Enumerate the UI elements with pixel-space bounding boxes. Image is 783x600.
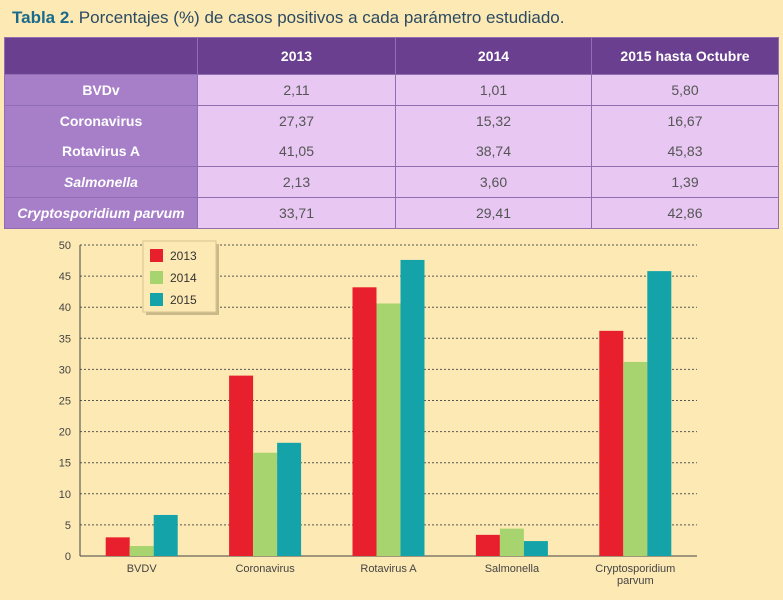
header-2013: 2013 [197, 37, 396, 75]
results-table: 2013 2014 2015 hasta Octubre BVDv 2,11 1… [4, 37, 779, 229]
cell-value: 41,05 [197, 136, 396, 167]
cell-value: 45,83 [591, 136, 779, 167]
bar [129, 546, 154, 556]
table-row: Salmonella 2,13 3,60 1,39 [4, 166, 779, 198]
bar [623, 361, 648, 556]
y-tick-label: 0 [65, 551, 71, 563]
cell-value: 1,01 [395, 74, 592, 106]
header-blank [4, 37, 198, 75]
bar [400, 259, 425, 556]
bar [352, 287, 377, 556]
cell-value: 42,86 [591, 197, 779, 229]
cell-value: 38,74 [395, 136, 592, 167]
table-row: Coronavirus 27,37 15,32 16,67 [4, 105, 779, 136]
cell-value: 2,13 [197, 166, 396, 198]
x-tick-label: Coronavirus [235, 563, 295, 575]
bar-chart: 0 5 10 15 20 25 30 35 40 45 50 BVDV Coronavirus Rotav… [59, 240, 697, 587]
bar [277, 442, 302, 556]
bar [599, 330, 624, 556]
bar [105, 537, 130, 556]
header-2014: 2014 [395, 37, 592, 75]
cell-value: 15,32 [395, 105, 592, 136]
x-tick-label: Salmonella [485, 563, 540, 575]
y-tick-label: 15 [59, 458, 71, 470]
x-tick-label: Rotavirus A [360, 563, 417, 575]
row-label: Coronavirus [4, 105, 198, 136]
header-2015: 2015 hasta Octubre [591, 37, 779, 75]
table-row: BVDv 2,11 1,01 5,80 [4, 74, 779, 106]
y-tick-label: 20 [59, 427, 71, 439]
bar [253, 452, 278, 556]
y-tick-label: 25 [59, 396, 71, 408]
y-tick-label: 40 [59, 302, 71, 314]
legend-swatch [150, 249, 163, 262]
table-row: Rotavirus A 41,05 38,74 45,83 [4, 136, 779, 167]
bar [647, 271, 672, 556]
cell-value: 1,39 [591, 166, 779, 198]
cell-value: 29,41 [395, 197, 592, 229]
y-tick-label: 50 [59, 240, 71, 252]
table-row: Cryptosporidium parvum 33,71 29,41 42,86 [4, 197, 779, 229]
bar [229, 375, 254, 556]
row-label: Cryptosporidium parvum [4, 197, 198, 229]
cell-value: 5,80 [591, 74, 779, 106]
table-header-row: 2013 2014 2015 hasta Octubre [4, 37, 779, 75]
legend-label: 2015 [170, 293, 197, 307]
cell-value: 16,67 [591, 105, 779, 136]
bar [523, 541, 548, 556]
legend-swatch [150, 271, 163, 284]
y-tick-label: 10 [59, 489, 71, 501]
x-tick-label: Cryptosporidium parvum [595, 563, 675, 587]
row-label: BVDv [4, 74, 198, 106]
row-label: Salmonella [4, 166, 198, 198]
caption-text: Porcentajes (%) de casos positivos a cad… [78, 8, 565, 27]
table-caption: Tabla 2. Porcentajes (%) de casos positi… [12, 8, 565, 28]
bar [475, 534, 500, 556]
bar [376, 303, 401, 556]
y-tick-label: 45 [59, 271, 71, 283]
y-tick-label: 35 [59, 333, 71, 345]
row-label: Rotavirus A [4, 136, 198, 167]
cell-value: 33,71 [197, 197, 396, 229]
legend-label: 2013 [170, 249, 197, 263]
bar [499, 528, 524, 556]
legend-label: 2014 [170, 271, 197, 285]
legend-swatch [150, 293, 163, 306]
bar [153, 514, 178, 556]
cell-value: 3,60 [395, 166, 592, 198]
y-tick-label: 30 [59, 364, 71, 376]
caption-label: Tabla 2. [12, 8, 75, 27]
x-tick-label: BVDV [127, 563, 158, 575]
cell-value: 2,11 [197, 74, 396, 106]
y-tick-label: 5 [65, 520, 71, 532]
cell-value: 27,37 [197, 105, 396, 136]
